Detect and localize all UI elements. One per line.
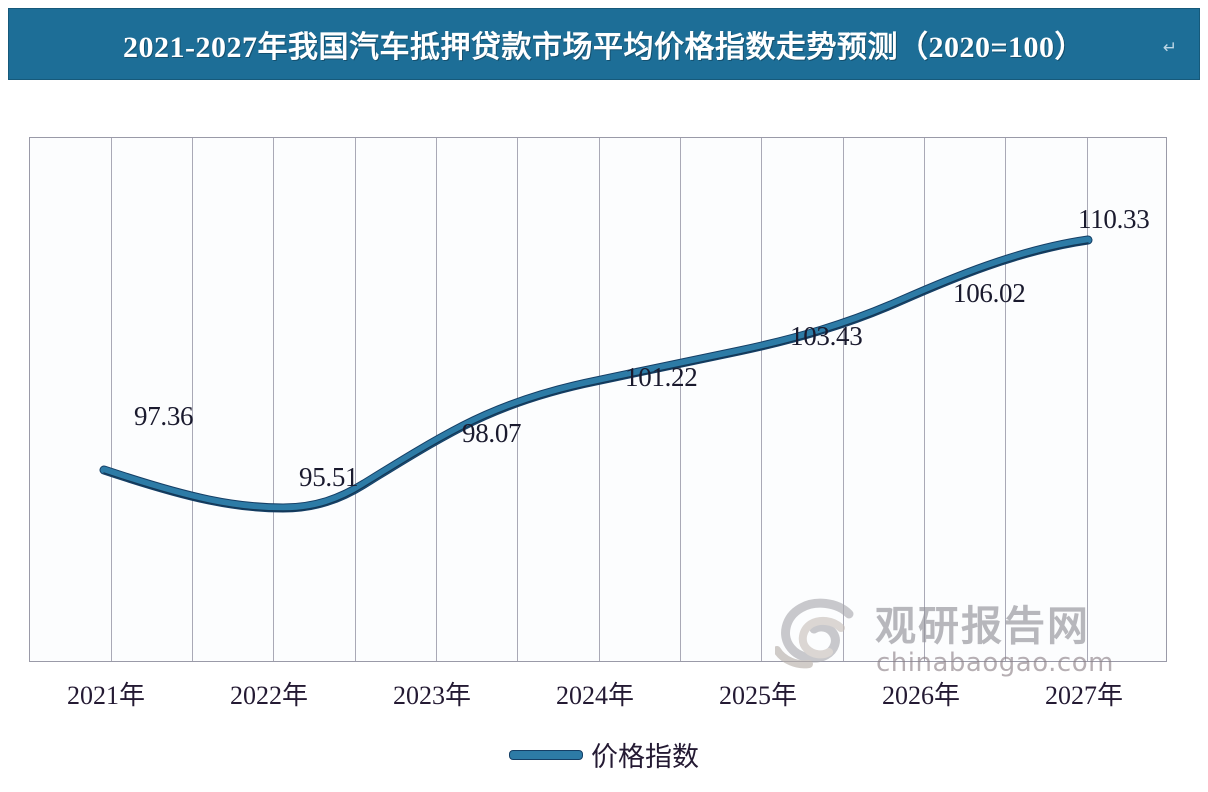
chart-title-bar: 2021-2027年我国汽车抵押贷款市场平均价格指数走势预测（2020=100）… bbox=[8, 8, 1200, 80]
gridline bbox=[1087, 138, 1088, 661]
gridline bbox=[355, 138, 356, 661]
x-axis-label: 2025年 bbox=[718, 681, 798, 710]
x-axis-label: 2024年 bbox=[555, 681, 635, 710]
gridline bbox=[599, 138, 600, 661]
gridline bbox=[680, 138, 681, 661]
gridline bbox=[761, 138, 762, 661]
x-axis-label: 2026年 bbox=[881, 681, 961, 710]
series-line-price-index bbox=[99, 235, 1093, 513]
page-title: 2021-2027年我国汽车抵押贷款市场平均价格指数走势预测（2020=100） bbox=[122, 31, 1086, 64]
plot-area bbox=[29, 137, 1167, 662]
x-axis-label: 2021年 bbox=[66, 681, 146, 710]
data-label: 97.36 bbox=[134, 401, 194, 431]
data-label: 103.43 bbox=[790, 321, 863, 351]
gridline bbox=[111, 138, 112, 661]
gridline bbox=[192, 138, 193, 661]
gridline bbox=[843, 138, 844, 661]
gridline bbox=[924, 138, 925, 661]
legend-label-price-index: 价格指数 bbox=[591, 742, 699, 772]
gridline bbox=[273, 138, 274, 661]
gridline bbox=[436, 138, 437, 661]
x-axis-label: 2022年 bbox=[229, 681, 309, 710]
gridline bbox=[1005, 138, 1006, 661]
legend-swatch-price-index bbox=[509, 749, 583, 760]
x-axis-label: 2023年 bbox=[392, 681, 472, 710]
data-label: 98.07 bbox=[462, 418, 522, 448]
data-label: 101.22 bbox=[625, 362, 698, 392]
x-axis-label: 2027年 bbox=[1044, 681, 1124, 710]
data-label: 110.33 bbox=[1078, 204, 1150, 234]
data-label: 106.02 bbox=[953, 278, 1026, 308]
data-label: 95.51 bbox=[299, 462, 359, 492]
x-axis: 2021年 2022年 2023年 2024年 2025年 2026年 2027… bbox=[29, 675, 1167, 721]
paragraph-mark-icon: ↵ bbox=[1162, 38, 1177, 57]
chart-container: 97.36 95.51 98.07 101.22 103.43 106.02 1… bbox=[0, 80, 1208, 792]
chart-legend: 价格指数 bbox=[0, 735, 1208, 774]
